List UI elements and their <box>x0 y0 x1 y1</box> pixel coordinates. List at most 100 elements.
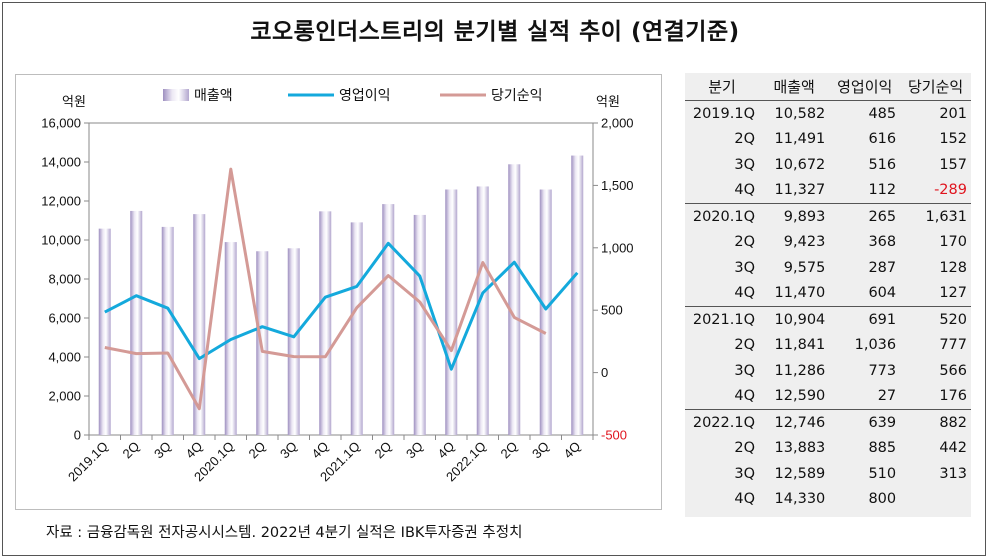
table-cell: 12,590 <box>774 388 826 405</box>
table-cell: 9,423 <box>783 234 826 251</box>
left-tick-label: 2,000 <box>48 389 81 404</box>
table-cell: 11,491 <box>774 131 826 148</box>
bar-revenue <box>539 189 552 435</box>
bar-revenue <box>98 228 111 435</box>
left-tick-label: 0 <box>74 428 81 443</box>
table-cell: 2Q <box>734 131 755 148</box>
table-row: 2021.1Q 10,904 691 520 <box>685 306 971 333</box>
table-cell: 10,582 <box>774 105 826 122</box>
table-cell: 516 <box>868 156 897 173</box>
table-header-row: 분기 매출액 영업이익 당기순익 <box>685 73 971 101</box>
data-table-panel: 분기 매출액 영업이익 당기순익 2019.1Q 10,582 485 201 2Q 11,49… <box>685 73 971 517</box>
left-tick-label: 10,000 <box>41 233 81 248</box>
table-cell: 9,893 <box>759 203 830 230</box>
combo-chart: 0 2,000 4,000 6,000 8,000 10,000 12,000 14,000 1… <box>41 87 634 485</box>
bar-revenue <box>130 210 143 435</box>
right-tick-label: 1,500 <box>601 178 634 193</box>
bar-revenue <box>508 164 521 435</box>
table-cell: 176 <box>939 388 967 405</box>
table-cell: 12,746 <box>759 409 830 436</box>
table-cell: 2020.1Q <box>685 203 759 230</box>
table-cell: 2022.1Q <box>685 409 759 436</box>
table-cell: 265 <box>829 203 901 230</box>
page-title: 코오롱인더스트리의 분기별 실적 추이 (연결기준) <box>250 19 740 45</box>
table-cell: 3Q <box>734 156 755 173</box>
table-cell: 520 <box>900 306 971 333</box>
bar-revenue <box>287 248 300 435</box>
table-row: 4Q 11,327 112 -289 <box>685 178 971 204</box>
left-tick-label: 14,000 <box>41 155 81 170</box>
table-cell: -289 <box>934 182 967 199</box>
table-cell: 485 <box>868 105 897 122</box>
table-cell: 566 <box>939 362 967 379</box>
table-header-cell: 매출액 <box>759 73 830 101</box>
table-cell: 885 <box>868 440 897 457</box>
line-operating-profit <box>104 241 579 371</box>
bar-revenue <box>445 189 458 435</box>
table-cell: 12,589 <box>774 465 826 482</box>
bar-revenue <box>413 214 426 435</box>
bar-revenue <box>350 222 363 435</box>
legend-label-net-income: 당기순익 <box>491 87 543 103</box>
table-cell: 9,575 <box>783 259 826 276</box>
table-cell: 800 <box>868 491 897 508</box>
x-tick-label: 4Q <box>183 439 206 462</box>
bar-revenue <box>382 204 395 435</box>
table-row: 2Q 11,491 616 152 <box>685 127 971 153</box>
results-table: 분기 매출액 영업이익 당기순익 2019.1Q 10,582 485 201 2Q 11,49… <box>685 73 971 512</box>
table-cell: 2Q <box>734 337 755 354</box>
right-axis-unit: 억원 <box>596 94 620 109</box>
legend-label-revenue: 매출액 <box>194 87 233 103</box>
table-cell: 128 <box>939 259 967 276</box>
table-header-cell: 영업이익 <box>829 73 901 101</box>
x-tick-label: 3Q <box>529 439 552 462</box>
table-cell: 10,672 <box>774 156 826 173</box>
table-row: 2Q 9,423 368 170 <box>685 230 971 256</box>
table-cell: 4Q <box>734 285 755 302</box>
chart-area: 0 2,000 4,000 6,000 8,000 10,000 12,000 14,000 1… <box>15 74 662 510</box>
table-cell: 639 <box>829 409 901 436</box>
table-row: 3Q 10,672 516 157 <box>685 152 971 178</box>
legend-swatch-revenue <box>163 89 189 101</box>
table-cell: 127 <box>939 285 967 302</box>
table-cell: 152 <box>939 131 967 148</box>
table-row: 4Q 11,470 604 127 <box>685 281 971 307</box>
left-tick-label: 12,000 <box>41 194 81 209</box>
table-cell: 11,286 <box>774 362 826 379</box>
legend-label-operating-profit: 영업이익 <box>339 87 391 103</box>
bar-revenue <box>571 155 584 435</box>
table-cell: 777 <box>939 337 967 354</box>
table-row: 3Q 12,589 510 313 <box>685 461 971 487</box>
x-tick-label: 4Q <box>561 439 584 462</box>
table-cell: 4Q <box>734 182 755 199</box>
table-cell: 14,330 <box>774 491 826 508</box>
table-cell: 4Q <box>734 388 755 405</box>
table-cell: 2019.1Q <box>692 105 755 122</box>
table-cell: 11,470 <box>774 285 826 302</box>
x-tick-label: 4Q <box>435 439 458 462</box>
table-cell: 2021.1Q <box>685 306 759 333</box>
table-cell: 170 <box>939 234 967 251</box>
table-cell: 691 <box>829 306 901 333</box>
x-tick-label: 3Q <box>151 439 174 462</box>
table-cell: 1,631 <box>900 203 971 230</box>
x-tick-label: 3Q <box>277 439 300 462</box>
table-cell: 2Q <box>734 234 755 251</box>
table-row: 2Q 13,883 885 442 <box>685 436 971 462</box>
left-tick-label: 16,000 <box>41 116 81 131</box>
table-cell: 11,327 <box>774 182 826 199</box>
table-cell <box>900 487 971 513</box>
table-cell: 4Q <box>734 491 755 508</box>
x-tick-label: 4Q <box>309 439 332 462</box>
table-cell: 201 <box>939 105 967 122</box>
x-tick-label: 2019.1Q <box>65 439 111 485</box>
table-row: 3Q 11,286 773 566 <box>685 358 971 384</box>
table-row: 2020.1Q 9,893 265 1,631 <box>685 203 971 230</box>
table-row: 2Q 11,841 1,036 777 <box>685 333 971 359</box>
table-cell: 2Q <box>734 440 755 457</box>
left-tick-label: 8,000 <box>48 272 81 287</box>
table-header-cell: 분기 <box>685 73 759 101</box>
table-cell: 3Q <box>734 465 755 482</box>
table-cell: 11,841 <box>774 337 826 354</box>
